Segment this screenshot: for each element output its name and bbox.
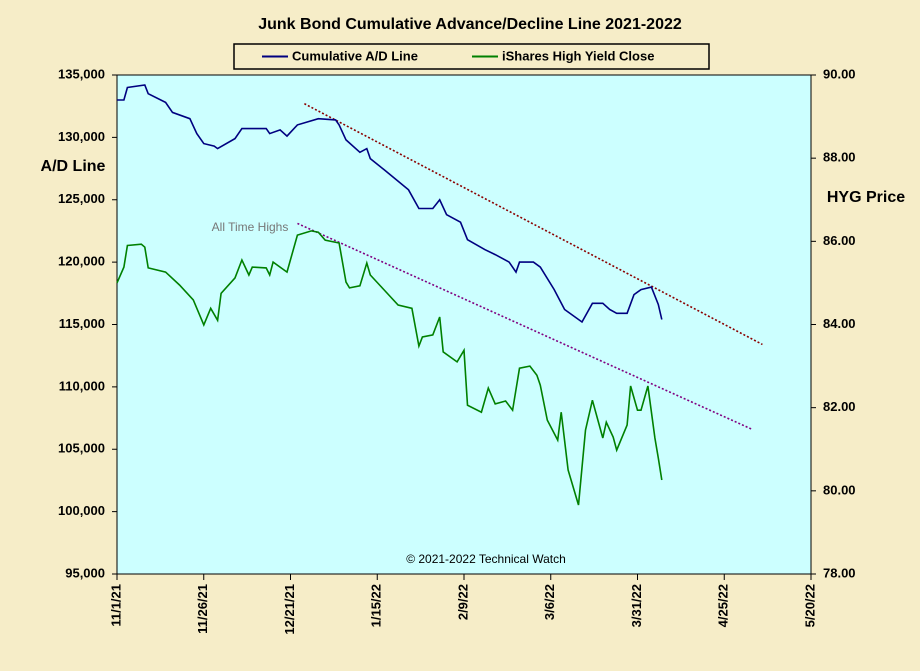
y-tick-label: 95,000 (65, 565, 105, 580)
annotation: All Time Highs (212, 220, 289, 234)
series-line (117, 84, 663, 324)
y2-tick-label: 78.00 (823, 565, 856, 580)
y-tick-label: 100,000 (58, 503, 105, 518)
legend-label: iShares High Yield Close (502, 48, 654, 63)
plot-area (116, 74, 812, 575)
x-tick-label: 2/9/22 (455, 584, 470, 620)
y2-tick-label: 84.00 (823, 316, 856, 331)
y-tick-label: 125,000 (58, 191, 105, 206)
x-tick-label: 12/21/21 (282, 584, 297, 635)
x-tick-label: 3/6/22 (542, 584, 557, 620)
y2-tick-label: 82.00 (823, 399, 856, 414)
y2-axis-label: HYG Price (827, 189, 905, 206)
legend (233, 43, 710, 70)
x-tick-label: 4/25/22 (716, 584, 731, 627)
y-tick-label: 135,000 (58, 66, 105, 81)
chart-title: Junk Bond Cumulative Advance/Decline Lin… (258, 16, 682, 33)
x-tick-label: 11/1/21 (108, 584, 123, 627)
series-line (116, 230, 663, 506)
x-tick-label: 11/26/21 (195, 584, 210, 634)
y2-tick-label: 90.00 (823, 66, 856, 81)
y-tick-label: 115,000 (59, 316, 105, 331)
y-tick-label: 120,000 (58, 254, 105, 269)
y2-tick-label: 86.00 (823, 233, 856, 248)
legend-label: Cumulative A/D Line (292, 48, 418, 63)
annotation: © 2021-2022 Technical Watch (406, 552, 566, 566)
x-tick-label: 5/20/22 (802, 584, 817, 627)
y-tick-label: 110,000 (59, 378, 105, 393)
y2-tick-label: 88.00 (823, 150, 856, 165)
x-tick-label: 1/15/22 (369, 584, 384, 627)
y-tick-label: 130,000 (58, 129, 105, 144)
y-axis-label: A/D Line (41, 158, 106, 175)
x-tick-label: 3/31/22 (629, 584, 644, 627)
y-tick-label: 105,000 (58, 441, 105, 456)
trend-line (297, 222, 753, 431)
y2-tick-label: 80.00 (823, 482, 856, 497)
